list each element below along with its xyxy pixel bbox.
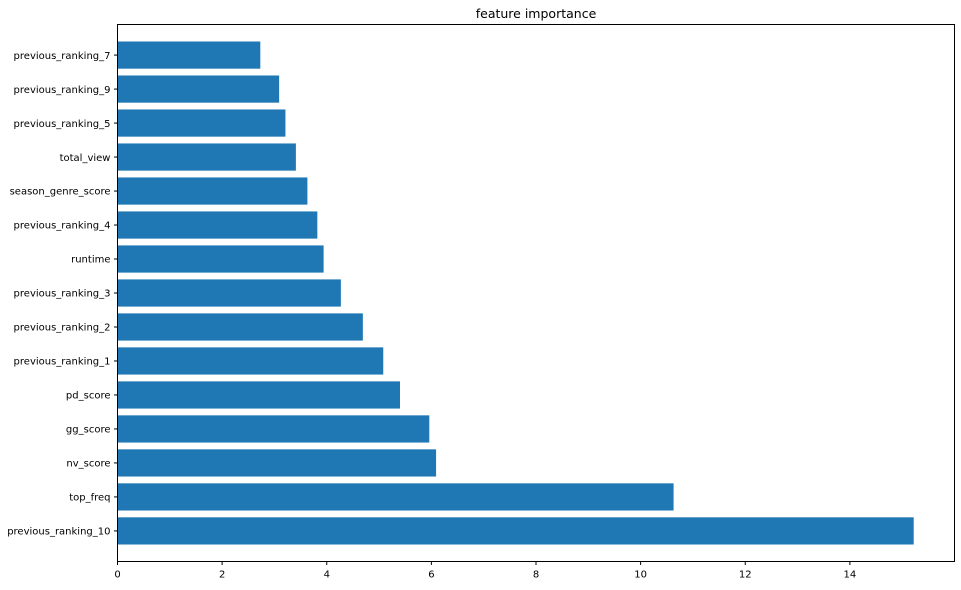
y-tick-label: previous_ranking_7	[14, 51, 111, 62]
y-tick-label: previous_ranking_3	[14, 289, 111, 300]
plot-frame	[117, 24, 955, 562]
bar-previous_ranking_2	[117, 313, 363, 341]
chart-title: feature importance	[476, 6, 597, 21]
y-tick-label: previous_ranking_5	[14, 119, 111, 130]
x-tick-label: 6	[428, 570, 434, 581]
bar-previous_ranking_4	[117, 211, 318, 239]
bars-layer	[117, 41, 914, 545]
y-tick-label: top_freq	[69, 493, 110, 504]
y-tick-label: runtime	[71, 255, 110, 266]
x-tick-label: 2	[219, 570, 225, 581]
x-tick-label: 14	[844, 570, 857, 581]
bar-top_freq	[117, 483, 674, 511]
bar-gg_score	[117, 415, 430, 443]
bar-runtime	[117, 245, 324, 273]
y-tick-label: previous_ranking_9	[14, 85, 111, 96]
bar-total_view	[117, 143, 296, 171]
x-tick-label: 0	[114, 570, 120, 581]
y-tick-label: previous_ranking_1	[14, 357, 111, 368]
bar-pd_score	[117, 381, 400, 409]
y-tick-label: previous_ranking_4	[14, 221, 111, 232]
y-tick-label: gg_score	[66, 425, 111, 436]
bar-previous_ranking_10	[117, 517, 914, 545]
bar-previous_ranking_3	[117, 279, 341, 307]
y-tick-label: nv_score	[66, 459, 110, 470]
bar-previous_ranking_7	[117, 41, 261, 69]
bar-previous_ranking_5	[117, 109, 286, 137]
bar-previous_ranking_1	[117, 347, 384, 375]
y-tick-label: season_genre_score	[10, 187, 111, 198]
y-tick-label: previous_ranking_10	[7, 527, 110, 538]
y-axis-ticks: previous_ranking_10 top_freq nv_score gg_sc…	[7, 51, 118, 538]
bar-previous_ranking_9	[117, 75, 280, 103]
x-tick-label: 10	[634, 570, 647, 581]
y-tick-label: previous_ranking_2	[14, 323, 111, 334]
bar-nv_score	[117, 449, 437, 477]
x-tick-label: 12	[739, 570, 752, 581]
bar-season_genre_score	[117, 177, 308, 205]
y-tick-label: total_view	[60, 153, 111, 164]
x-axis-ticks: 0 2 4 6 8 10 12 14	[114, 561, 857, 581]
y-tick-label: pd_score	[66, 391, 111, 402]
x-tick-label: 4	[324, 570, 330, 581]
x-tick-label: 8	[533, 570, 539, 581]
